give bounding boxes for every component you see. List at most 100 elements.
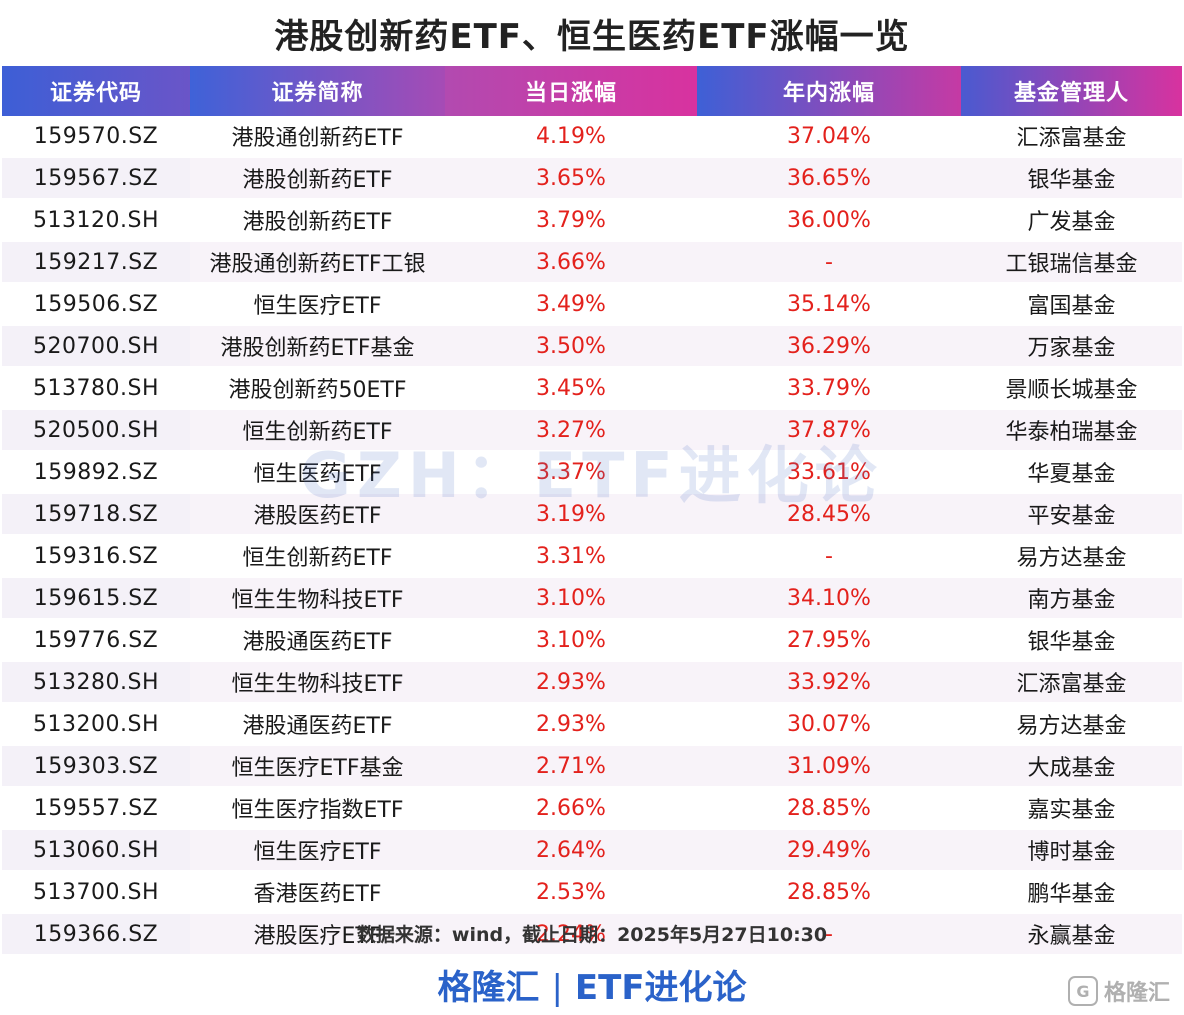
daily-change-cell: 3.65% xyxy=(445,157,697,200)
column-header-manager: 基金管理人 xyxy=(961,66,1182,116)
name-cell: 港股创新药ETF基金 xyxy=(190,325,445,368)
daily-change-cell: 2.66% xyxy=(445,787,697,830)
name-cell: 恒生医疗指数ETF xyxy=(190,787,445,830)
manager-cell: 平安基金 xyxy=(961,493,1182,536)
daily-change-cell: 3.50% xyxy=(445,325,697,368)
code-cell: 159557.SZ xyxy=(2,787,190,830)
manager-cell: 易方达基金 xyxy=(961,535,1182,578)
code-cell: 513780.SH xyxy=(2,367,190,410)
manager-cell: 广发基金 xyxy=(961,199,1182,242)
code-cell: 159615.SZ xyxy=(2,577,190,620)
table-row: 159316.SZ 恒生创新药ETF 3.31% - 易方达基金 xyxy=(2,535,1182,578)
ytd-change-cell: 33.61% xyxy=(697,451,961,494)
corner-logo-text: 格隆汇 xyxy=(1103,981,1170,1006)
manager-cell: 华泰柏瑞基金 xyxy=(961,409,1182,452)
code-cell: 513280.SH xyxy=(2,661,190,704)
daily-change-cell: 3.10% xyxy=(445,577,697,620)
daily-change-cell: 3.66% xyxy=(445,241,697,284)
daily-change-cell: 2.71% xyxy=(445,745,697,788)
manager-cell: 工银瑞信基金 xyxy=(961,241,1182,284)
table-row: 513280.SH 恒生生物科技ETF 2.93% 33.92% 汇添富基金 xyxy=(2,661,1182,704)
manager-cell: 博时基金 xyxy=(961,829,1182,872)
daily-change-cell: 3.27% xyxy=(445,409,697,452)
table-body: 159570.SZ 港股通创新药ETF 4.19% 37.04% 汇添富基金 159567… xyxy=(2,116,1182,956)
table-row: 159718.SZ 港股医药ETF 3.19% 28.45% 平安基金 xyxy=(2,493,1182,536)
name-cell: 港股通创新药ETF xyxy=(190,116,445,158)
table-row: 159615.SZ 恒生生物科技ETF 3.10% 34.10% 南方基金 xyxy=(2,577,1182,620)
code-cell: 159570.SZ xyxy=(2,116,190,158)
brand-name: 格隆汇 xyxy=(437,968,540,1008)
daily-change-cell: 3.45% xyxy=(445,367,697,410)
name-cell: 恒生创新药ETF xyxy=(190,409,445,452)
manager-cell: 嘉实基金 xyxy=(961,787,1182,830)
table-row: 520500.SH 恒生创新药ETF 3.27% 37.87% 华泰柏瑞基金 xyxy=(2,409,1182,452)
ytd-change-cell: 33.79% xyxy=(697,367,961,410)
ytd-change-cell: - xyxy=(697,535,961,578)
daily-change-cell: 4.19% xyxy=(445,116,697,158)
ytd-change-cell: 31.09% xyxy=(697,745,961,788)
name-cell: 港股通创新药ETF工银 xyxy=(190,241,445,284)
name-cell: 恒生医疗ETF基金 xyxy=(190,745,445,788)
column-header-ytd-change: 年内涨幅 xyxy=(697,66,961,116)
ytd-change-cell: 34.10% xyxy=(697,577,961,620)
ytd-change-cell: 33.92% xyxy=(697,661,961,704)
code-cell: 159776.SZ xyxy=(2,619,190,662)
manager-cell: 景顺长城基金 xyxy=(961,367,1182,410)
name-cell: 恒生创新药ETF xyxy=(190,535,445,578)
ytd-change-cell: 37.87% xyxy=(697,409,961,452)
table-row: 513200.SH 港股通医药ETF 2.93% 30.07% 易方达基金 xyxy=(2,703,1182,746)
manager-cell: 鹏华基金 xyxy=(961,871,1182,914)
code-cell: 159567.SZ xyxy=(2,157,190,200)
code-cell: 513060.SH xyxy=(2,829,190,872)
code-cell: 520500.SH xyxy=(2,409,190,452)
table-row: 513060.SH 恒生医疗ETF 2.64% 29.49% 博时基金 xyxy=(2,829,1182,872)
gelonghui-logo-icon: G xyxy=(1067,976,1098,1006)
data-source-note: 数据来源：wind，截止日期：2025年5月27日10:30 xyxy=(356,924,828,946)
ytd-change-cell: 37.04% xyxy=(697,116,961,158)
brand-separator: | xyxy=(551,968,563,1008)
manager-cell: 银华基金 xyxy=(961,619,1182,662)
etf-table: 证券代码 证券简称 当日涨幅 年内涨幅 基金管理人 159570.SZ 港股通创新… xyxy=(2,66,1182,956)
ytd-change-cell: 28.85% xyxy=(697,871,961,914)
ytd-change-cell: 27.95% xyxy=(697,619,961,662)
daily-change-cell: 3.79% xyxy=(445,199,697,242)
column-header-code: 证券代码 xyxy=(2,66,190,116)
code-cell: 513200.SH xyxy=(2,703,190,746)
code-cell: 159316.SZ xyxy=(2,535,190,578)
manager-cell: 永赢基金 xyxy=(961,913,1182,956)
manager-cell: 南方基金 xyxy=(961,577,1182,620)
ytd-change-cell: - xyxy=(697,913,961,956)
code-cell: 513120.SH xyxy=(2,199,190,242)
name-cell: 香港医药ETF xyxy=(190,871,445,914)
ytd-change-cell: 29.49% xyxy=(697,829,961,872)
code-cell: 513700.SH xyxy=(2,871,190,914)
name-cell: 港股创新药50ETF xyxy=(190,367,445,410)
ytd-change-cell: 28.45% xyxy=(697,493,961,536)
daily-change-cell: 2.93% xyxy=(445,661,697,704)
ytd-change-cell: 35.14% xyxy=(697,283,961,326)
table-row: 159776.SZ 港股通医药ETF 3.10% 27.95% 银华基金 xyxy=(2,619,1182,662)
code-cell: 159718.SZ xyxy=(2,493,190,536)
name-cell: 港股医疗ETF xyxy=(190,913,445,956)
name-cell: 恒生医疗ETF xyxy=(190,829,445,872)
brand-footer: 格隆汇 | ETF进化论 xyxy=(0,960,1184,1009)
ytd-change-cell: 28.85% xyxy=(697,787,961,830)
table-row: 159217.SZ 港股通创新药ETF工银 3.66% - 工银瑞信基金 xyxy=(2,241,1182,284)
table-row: 513120.SH 港股创新药ETF 3.79% 36.00% 广发基金 xyxy=(2,199,1182,242)
daily-change-cell: 3.19% xyxy=(445,493,697,536)
manager-cell: 富国基金 xyxy=(961,283,1182,326)
code-cell: 159892.SZ xyxy=(2,451,190,494)
ytd-change-cell: 36.00% xyxy=(697,199,961,242)
table-row: 159303.SZ 恒生医疗ETF基金 2.71% 31.09% 大成基金 xyxy=(2,745,1182,788)
name-cell: 港股创新药ETF xyxy=(190,157,445,200)
name-cell: 港股医药ETF xyxy=(190,493,445,536)
corner-watermark-logo: G 格隆汇 xyxy=(1067,976,1170,1006)
code-cell: 159303.SZ xyxy=(2,745,190,788)
ytd-change-cell: 36.29% xyxy=(697,325,961,368)
table-row: 159892.SZ 恒生医药ETF 3.37% 33.61% 华夏基金 xyxy=(2,451,1182,494)
column-header-name: 证券简称 xyxy=(190,66,445,116)
column-header-daily-change: 当日涨幅 xyxy=(445,66,697,116)
code-cell: 159217.SZ xyxy=(2,241,190,284)
table-row: 513780.SH 港股创新药50ETF 3.45% 33.79% 景顺长城基金 xyxy=(2,367,1182,410)
table-row: 520700.SH 港股创新药ETF基金 3.50% 36.29% 万家基金 xyxy=(2,325,1182,368)
